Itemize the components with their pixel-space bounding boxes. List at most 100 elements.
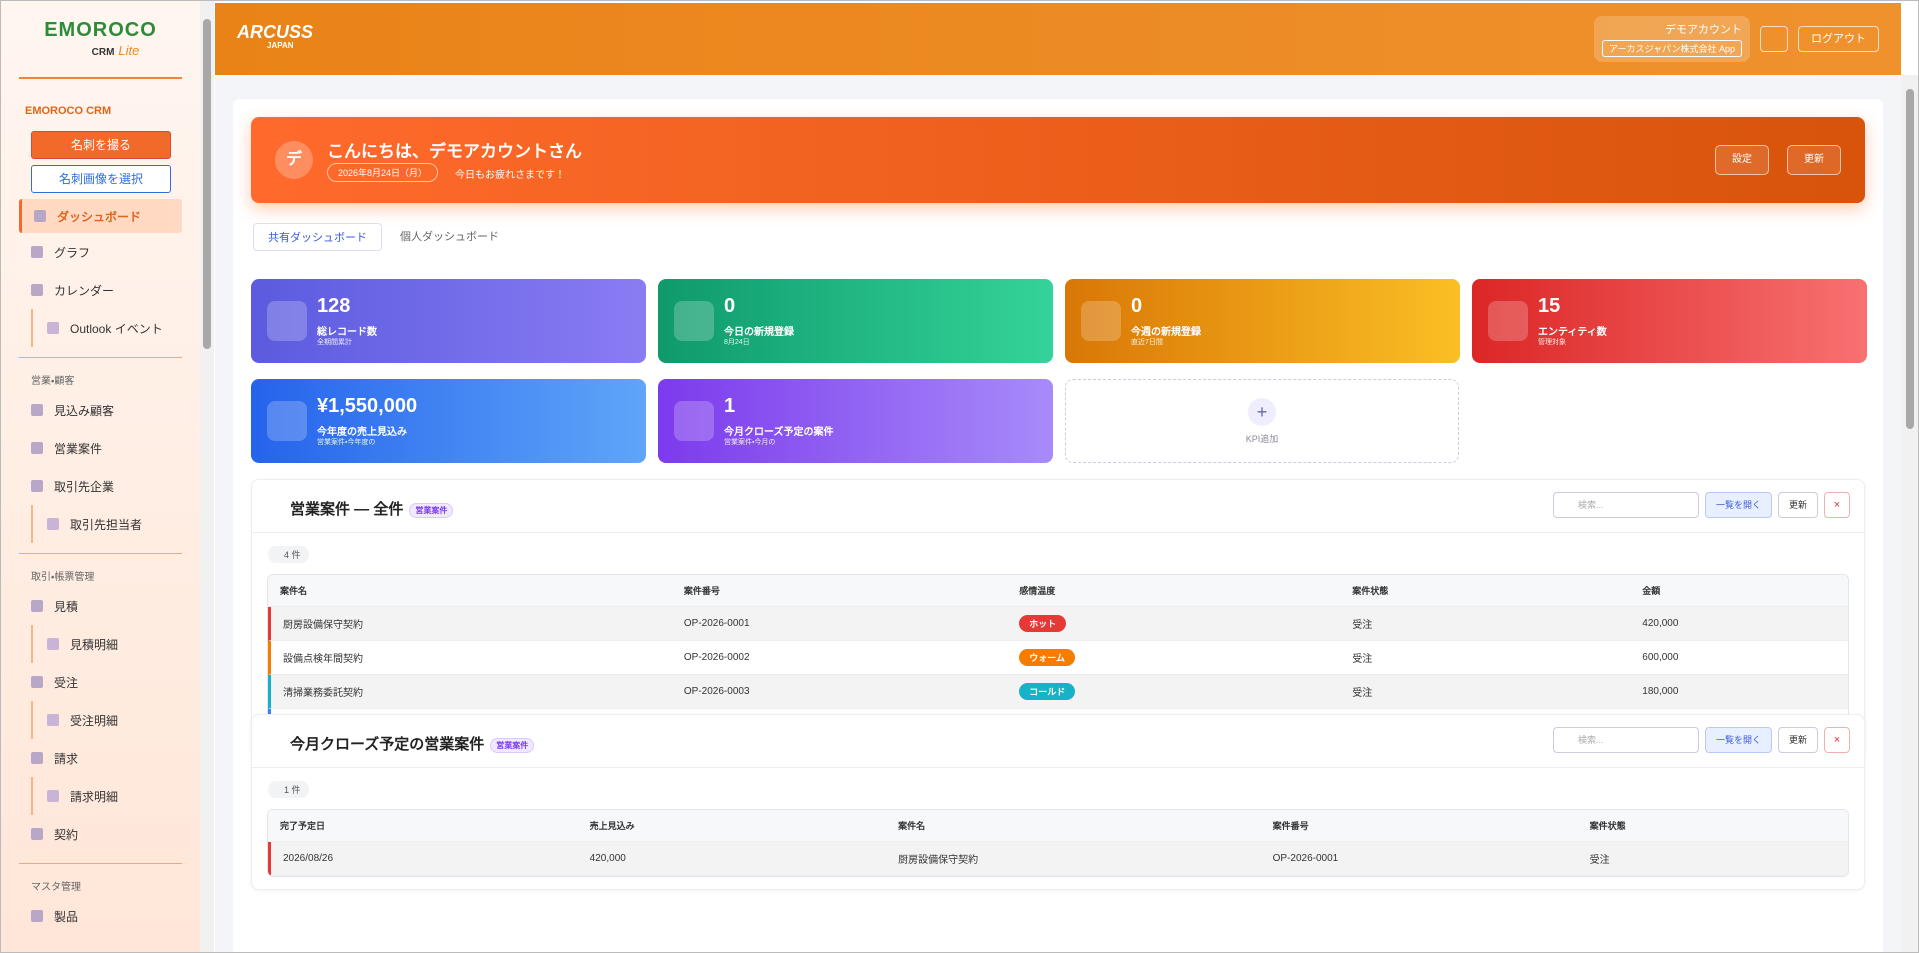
kpi-icon	[674, 401, 714, 441]
nav-item[interactable]: ダッシュボード	[19, 199, 182, 233]
table-cell: 清掃業務委託契約	[271, 684, 672, 699]
panel-badge: 営業案件	[409, 502, 454, 518]
panel-button[interactable]: 更新	[1777, 727, 1818, 753]
table-cell: 受注	[1340, 616, 1630, 631]
banner-button[interactable]: 更新	[1787, 145, 1841, 175]
table-row[interactable]: 清掃業務委託契約 OP-2026-0003 コールド 受注 180,000	[268, 675, 1848, 709]
kpi-label: 今週の新規登録	[1131, 327, 1201, 338]
divider	[19, 863, 182, 864]
nav-icon	[47, 790, 59, 802]
header-logo: ARCUSS JAPAN	[237, 23, 313, 53]
message: 今日もお疲れさまです！	[455, 170, 565, 181]
banner-button[interactable]: 設定	[1715, 145, 1769, 175]
nav-item[interactable]: 営業案件	[19, 429, 182, 467]
kpi-card[interactable]: ¥1,550,000 今年度の売上見込み 営業案件・今年度の	[251, 379, 646, 463]
panel-button[interactable]: 一覧を開く	[1704, 727, 1772, 753]
table-row[interactable]: 2026/08/26 420,000 厨房設備保守契約 OP-2026-0001 受注	[268, 842, 1848, 876]
logout-button[interactable]: ログアウト	[1798, 26, 1879, 52]
app-select[interactable]: アーカスジャパン株式会社 App	[1602, 40, 1742, 57]
nav-item[interactable]: 契約	[19, 815, 182, 853]
nav-subitem[interactable]: 見積明細	[31, 625, 182, 663]
nav-item[interactable]: 請求	[19, 739, 182, 777]
nav-item[interactable]: グラフ	[19, 233, 182, 271]
nav-icon	[31, 480, 43, 492]
divider	[252, 532, 1864, 533]
nav-item[interactable]: 見積	[19, 587, 182, 625]
nav-icon	[31, 442, 43, 454]
tab[interactable]: 共有ダッシュボード	[253, 223, 382, 251]
search-input[interactable]: 検索...	[1552, 492, 1699, 518]
column-header[interactable]: 案件状態	[1352, 586, 1389, 596]
kpi-card[interactable]: 15 エンティティ数 管理対象	[1472, 279, 1867, 363]
table-cell: 受注	[1340, 684, 1630, 699]
column-header[interactable]: 案件名	[280, 586, 308, 596]
search-input[interactable]: 検索...	[1552, 727, 1699, 753]
cell-text: 厨房設備保守契約	[283, 620, 363, 631]
nav-icon	[31, 676, 43, 688]
table-cell: 600,000	[1630, 652, 1678, 663]
close-button[interactable]: ×	[1824, 492, 1850, 518]
nav-subitem[interactable]: 取引先担当者	[31, 505, 182, 543]
column-header[interactable]: 案件名	[898, 821, 926, 831]
panel-button[interactable]: 一覧を開く	[1704, 492, 1772, 518]
column-header[interactable]: 完了予定日	[280, 821, 326, 831]
column-header[interactable]: 金額	[1642, 586, 1661, 596]
column-header[interactable]: 案件番号	[1272, 821, 1309, 831]
sidebar-scrollbar[interactable]	[200, 1, 214, 952]
table-cell: 受注	[1340, 650, 1630, 665]
nav-item[interactable]: カレンダー	[19, 271, 182, 309]
kpi-card[interactable]: 0 今週の新規登録 直近7日間	[1065, 279, 1460, 363]
nav-icon	[31, 284, 43, 296]
section-title: 取引・帳票管理	[31, 572, 95, 583]
main-scrollbar[interactable]	[1901, 75, 1918, 952]
panel-button[interactable]: 更新	[1777, 492, 1818, 518]
column-header[interactable]: 案件状態	[1589, 821, 1626, 831]
logo-lite: Lite	[118, 43, 140, 58]
close-button[interactable]: ×	[1824, 727, 1850, 753]
data-panel: 営業案件 — 全件 営業案件 検索... 一覧を開く 更新 × 4 件案件名 案件番号 感情温度…	[251, 479, 1865, 757]
notification-button[interactable]	[1760, 26, 1788, 52]
nav-subitem[interactable]: 受注明細	[31, 701, 182, 739]
cell-text: 420,000	[1642, 618, 1679, 629]
cell-text: 清掃業務委託契約	[283, 688, 363, 699]
avatar: デ	[275, 141, 313, 179]
nav-label: グラフ	[54, 245, 91, 260]
cell-text: OP-2026-0001	[683, 618, 750, 629]
nav-subitem[interactable]: 請求明細	[31, 777, 182, 815]
nav-label: 請求	[54, 751, 79, 766]
table-cell: ウォーム	[1007, 649, 1340, 666]
column-header[interactable]: 売上見込み	[589, 821, 635, 831]
action-button[interactable]: 名刺画像を選択	[31, 165, 171, 193]
panel-title: 今月クローズ予定の営業案件	[290, 736, 485, 753]
kpi-icon	[674, 301, 714, 341]
kpi-icon	[267, 401, 307, 441]
cell-text: 受注	[1352, 620, 1373, 631]
kpi-value: 1	[724, 395, 736, 417]
table-row[interactable]: 設備点検年間契約 OP-2026-0002 ウォーム 受注 600,000	[268, 641, 1848, 675]
nav-item[interactable]: 受注	[19, 663, 182, 701]
table-cell: 厨房設備保守契約	[886, 851, 1261, 866]
tab[interactable]: 個人ダッシュボード	[400, 231, 499, 243]
nav-label: 取引先企業	[54, 479, 115, 494]
cell-text: 受注	[1352, 654, 1373, 665]
column-header[interactable]: 感情温度	[1019, 586, 1056, 596]
nav-item[interactable]: 製品	[19, 897, 182, 935]
section-title: マスタ管理	[31, 882, 81, 893]
divider	[19, 357, 182, 358]
cell-text: 厨房設備保守契約	[898, 855, 979, 866]
kpi-card[interactable]: 0 今日の新規登録 8月24日	[658, 279, 1053, 363]
divider	[19, 553, 182, 554]
column-header[interactable]: 案件番号	[683, 586, 720, 596]
action-button[interactable]: 名刺を撮る	[31, 131, 171, 159]
nav-icon	[31, 404, 43, 416]
table-row[interactable]: 厨房設備保守契約 OP-2026-0001 ホット 受注 420,000	[268, 607, 1848, 641]
kpi-add[interactable]: + KPI追加	[1065, 379, 1459, 463]
kpi-card[interactable]: 1 今月クローズ予定の案件 営業案件・今月の	[658, 379, 1053, 463]
record-count: 1 件	[268, 781, 309, 798]
nav-item[interactable]: 見込み顧客	[19, 391, 182, 429]
nav-item[interactable]: 取引先企業	[19, 467, 182, 505]
nav-subitem[interactable]: Outlook イベント	[31, 309, 182, 347]
panel-tools: 検索... 一覧を開く 更新 ×	[1552, 492, 1850, 518]
kpi-card[interactable]: 128 総レコード数 全期間累計	[251, 279, 646, 363]
cell-text: 420,000	[589, 853, 626, 864]
